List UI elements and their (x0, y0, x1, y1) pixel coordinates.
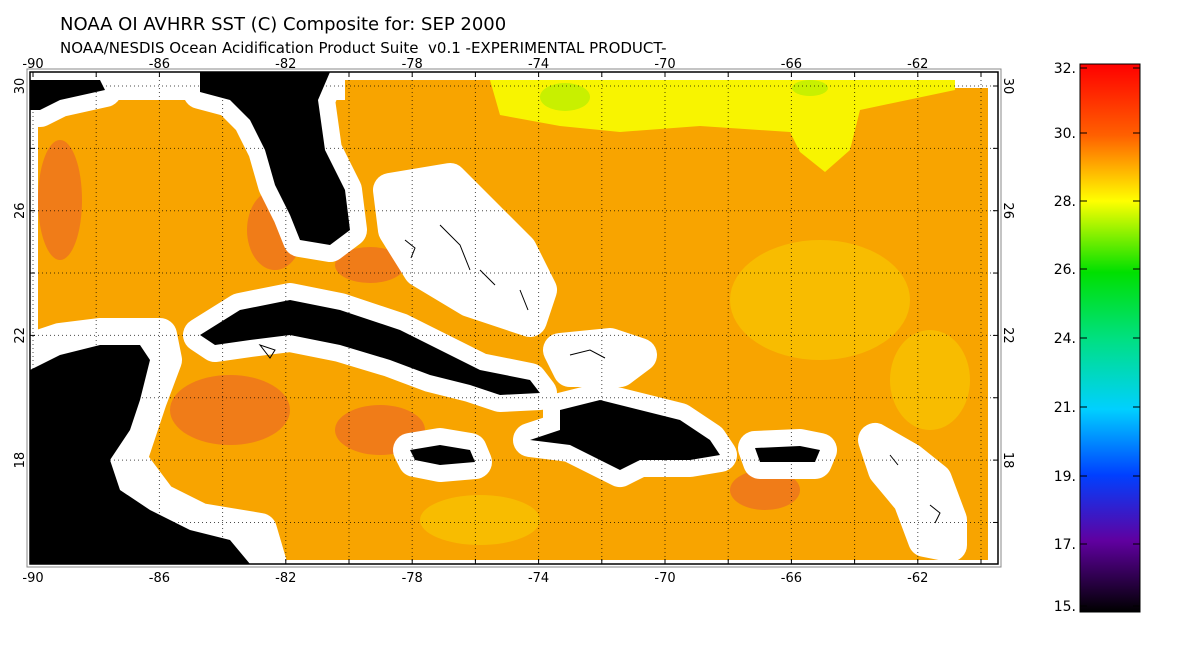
colorbar-label: 30. (1054, 126, 1076, 142)
title: NOAA OI AVHRR SST (C) Composite for: SEP… (60, 14, 506, 35)
lon-label: -74 (528, 57, 549, 72)
lon-label: -90 (22, 57, 43, 72)
lat-label: 18 (1000, 452, 1015, 469)
lon-label: -70 (654, 571, 675, 586)
lon-label: -82 (275, 571, 296, 586)
colorbar-label: 28. (1054, 194, 1076, 210)
lat-label: 22 (1000, 327, 1015, 344)
map (13, 55, 1002, 581)
lon-label: -90 (22, 571, 43, 586)
lon-label: -74 (528, 571, 549, 586)
lat-label: 26 (13, 202, 28, 219)
lon-label: -78 (402, 57, 423, 72)
lat-label: 30 (13, 78, 28, 95)
colorbar-label: 32. (1054, 61, 1076, 77)
lat-label: 18 (13, 452, 28, 469)
subtitle: NOAA/NESDIS Ocean Acidification Product … (60, 39, 667, 57)
lon-label: -82 (275, 57, 296, 72)
lon-label: -66 (781, 57, 802, 72)
lon-label: -66 (781, 571, 802, 586)
lon-label: -62 (907, 57, 928, 72)
colorbar-label: 15. (1054, 599, 1076, 615)
lat-label: 22 (13, 327, 28, 344)
lon-label: -62 (907, 571, 928, 586)
lon-label: -86 (149, 57, 170, 72)
lat-label: 30 (1000, 78, 1015, 95)
lon-label: -86 (149, 571, 170, 586)
colorbar-label: 21. (1054, 400, 1076, 416)
colorbar-label: 26. (1054, 262, 1076, 278)
colorbar (1079, 63, 1141, 613)
lon-label: -78 (402, 571, 423, 586)
lon-label: -70 (654, 57, 675, 72)
colorbar-label: 19. (1054, 469, 1076, 485)
lat-label: 26 (1000, 202, 1015, 219)
colorbar-label: 24. (1054, 331, 1076, 347)
colorbar-label: 17. (1054, 537, 1076, 553)
